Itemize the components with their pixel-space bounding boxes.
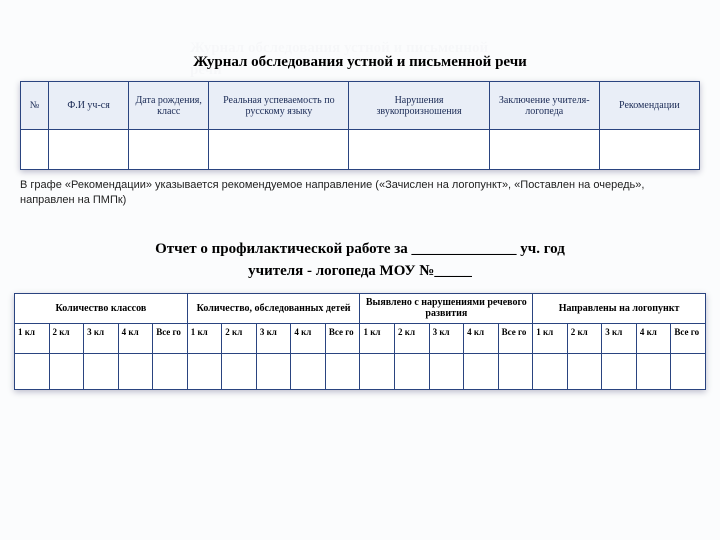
t1-cell <box>21 130 49 170</box>
t2-cell <box>325 353 360 389</box>
title-1: Журнал обследования устной и письменной … <box>0 54 720 71</box>
t2-cell <box>49 353 84 389</box>
t2-sub: 3 кл <box>602 323 637 353</box>
t2-sub: 1 кл <box>15 323 50 353</box>
t2-cell <box>187 353 222 389</box>
t2-sub: 4 кл <box>636 323 671 353</box>
t2-grp-3: Направлены на логопункт <box>533 293 706 323</box>
t2-cell <box>15 353 50 389</box>
t2-sub: 2 кл <box>395 323 430 353</box>
t2-sub: Все го <box>153 323 188 353</box>
t2-sub: 3 кл <box>429 323 464 353</box>
title2-line1: Отчет о профилактической работе за _____… <box>155 241 565 257</box>
t1-col-3: Реальная успеваемость по русскому языку <box>209 82 349 130</box>
t1-cell <box>599 130 699 170</box>
t2-cell <box>464 353 499 389</box>
t2-cell <box>671 353 706 389</box>
t2-grp-1: Количество, обследованных детей <box>187 293 360 323</box>
t2-sub: 4 кл <box>291 323 326 353</box>
table1-row <box>21 130 700 170</box>
table2: Количество классов Количество, обследова… <box>14 293 706 390</box>
table1-wrap: № Ф.И уч-ся Дата рождения, класс Реальна… <box>20 81 700 170</box>
table2-sub-row: 1 кл 2 кл 3 кл 4 кл Все го 1 кл 2 кл 3 к… <box>15 323 706 353</box>
t2-sub: 2 кл <box>222 323 257 353</box>
title2-line2: учителя - логопеда МОУ №_____ <box>248 263 472 279</box>
table1: № Ф.И уч-ся Дата рождения, класс Реальна… <box>20 81 700 170</box>
t2-cell <box>222 353 257 389</box>
t1-col-5: Заключение учителя-логопеда <box>489 82 599 130</box>
t2-sub: 1 кл <box>533 323 568 353</box>
t1-cell <box>209 130 349 170</box>
t2-sub: Все го <box>325 323 360 353</box>
t2-cell <box>153 353 188 389</box>
t2-sub: 2 кл <box>567 323 602 353</box>
t2-sub: Все го <box>671 323 706 353</box>
t2-sub: Все го <box>498 323 533 353</box>
t2-cell <box>256 353 291 389</box>
t1-cell <box>489 130 599 170</box>
title-2: Отчет о профилактической работе за _____… <box>0 238 720 283</box>
t1-col-1: Ф.И уч-ся <box>49 82 129 130</box>
t1-col-6: Рекомендации <box>599 82 699 130</box>
t2-cell <box>636 353 671 389</box>
t2-cell <box>533 353 568 389</box>
note-text: В графе «Рекомендации» указывается реком… <box>20 178 700 208</box>
t2-cell <box>498 353 533 389</box>
t2-cell <box>429 353 464 389</box>
t1-col-0: № <box>21 82 49 130</box>
t2-cell <box>360 353 395 389</box>
t1-cell <box>349 130 489 170</box>
t2-sub: 3 кл <box>256 323 291 353</box>
t1-col-4: Нарушения звукопроизношения <box>349 82 489 130</box>
t2-cell <box>395 353 430 389</box>
t1-col-2: Дата рождения, класс <box>129 82 209 130</box>
t2-grp-2: Выявлено с нарушениями речевого развития <box>360 293 533 323</box>
t2-grp-0: Количество классов <box>15 293 188 323</box>
t1-cell <box>129 130 209 170</box>
t2-sub: 3 кл <box>84 323 119 353</box>
t2-sub: 1 кл <box>360 323 395 353</box>
t1-cell <box>49 130 129 170</box>
t2-cell <box>567 353 602 389</box>
table2-group-row: Количество классов Количество, обследова… <box>15 293 706 323</box>
page-root: Журнал обследования устной и письменной … <box>0 0 720 540</box>
t2-cell <box>118 353 153 389</box>
t2-sub: 1 кл <box>187 323 222 353</box>
t2-sub: 4 кл <box>118 323 153 353</box>
table1-header-row: № Ф.И уч-ся Дата рождения, класс Реальна… <box>21 82 700 130</box>
table2-row <box>15 353 706 389</box>
t2-sub: 4 кл <box>464 323 499 353</box>
t2-cell <box>291 353 326 389</box>
t2-sub: 2 кл <box>49 323 84 353</box>
t2-cell <box>602 353 637 389</box>
table2-wrap: Количество классов Количество, обследова… <box>14 293 706 390</box>
t2-cell <box>84 353 119 389</box>
